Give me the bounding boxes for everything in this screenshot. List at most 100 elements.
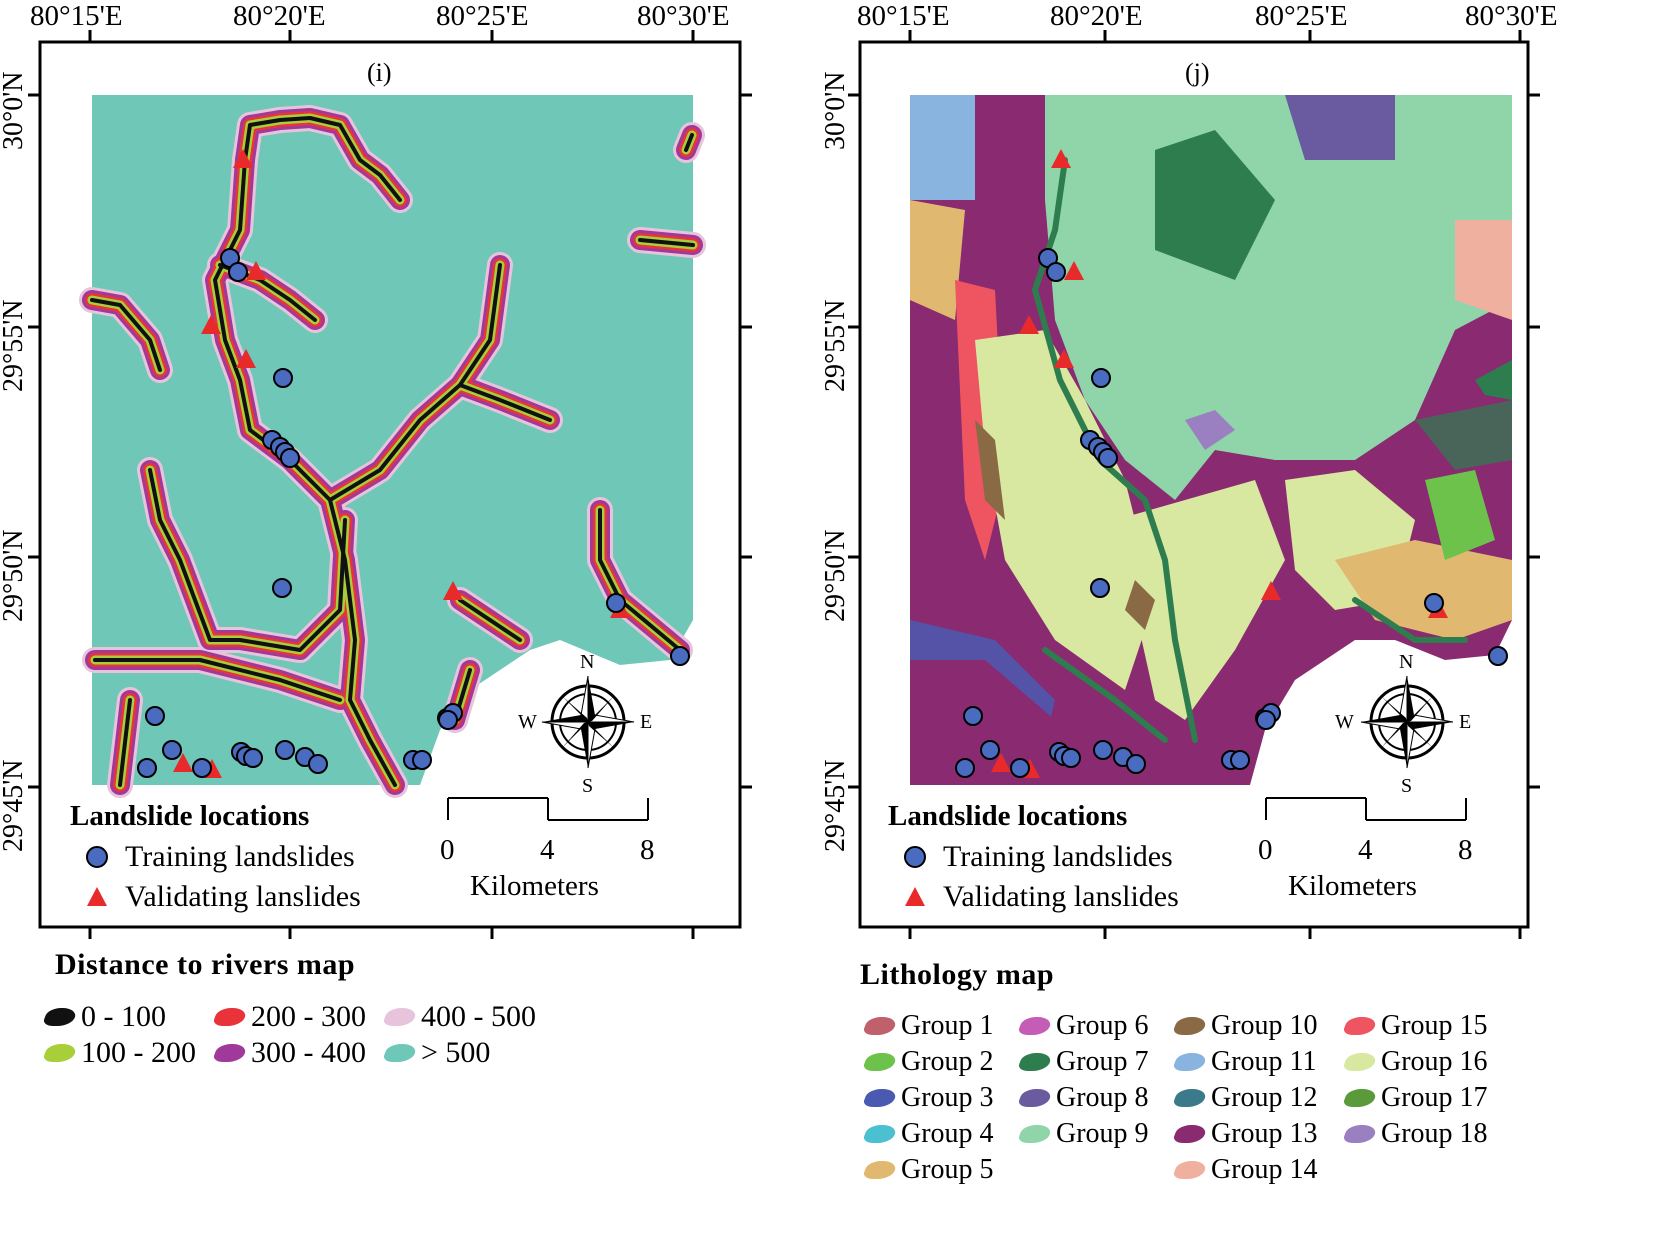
- class-swatch-icon: [381, 1008, 419, 1026]
- class-label: 200 - 300: [251, 1000, 366, 1033]
- validating-landslide-marker: [173, 753, 193, 772]
- validating-landslide-marker: [201, 315, 221, 334]
- validating-landslide-marker: [1054, 349, 1074, 368]
- class-label: 100 - 200: [81, 1036, 196, 1069]
- compass-n: N: [580, 651, 595, 673]
- training-landslide-marker: [1126, 754, 1146, 774]
- group-swatch-icon: [861, 1017, 899, 1035]
- group-label: Group 4: [901, 1118, 994, 1149]
- training-landslide-marker: [412, 750, 432, 770]
- training-landslide-marker: [1098, 448, 1118, 468]
- scale-bar: [447, 797, 649, 821]
- distance-class-item: 100 - 200: [41, 1036, 196, 1070]
- group-label: Group 15: [1381, 1010, 1488, 1041]
- compass-s: S: [1401, 775, 1413, 797]
- training-landslide-icon: [904, 846, 926, 868]
- distance-to-rivers-panel: 80°15'E 80°20'E 80°25'E 80°30'E 30°0'N 2…: [0, 0, 800, 1259]
- group-label: Group 1: [901, 1010, 994, 1041]
- validating-landslide-marker: [233, 149, 253, 168]
- right-map-figure: [848, 30, 1540, 939]
- group-label: Group 13: [1211, 1118, 1318, 1149]
- distance-class-item: 200 - 300: [211, 1000, 366, 1034]
- group-swatch-icon: [1171, 1089, 1209, 1107]
- distance-class-item: > 500: [381, 1036, 491, 1070]
- class-label: 0 - 100: [81, 1000, 166, 1033]
- panel-label: (i): [367, 58, 392, 87]
- training-landslide-marker: [1424, 593, 1444, 613]
- group-swatch-icon: [1171, 1017, 1209, 1035]
- training-landslide-marker: [606, 593, 626, 613]
- x-tick-label: 80°15'E: [857, 0, 950, 32]
- class-label: 400 - 500: [421, 1000, 536, 1033]
- x-tick-label: 80°25'E: [436, 0, 529, 32]
- y-tick-label: 29°45'N: [820, 759, 851, 852]
- group-label: Group 6: [1056, 1010, 1149, 1041]
- group-label: Group 12: [1211, 1082, 1318, 1113]
- compass-e: E: [1459, 711, 1472, 733]
- training-landslide-marker: [1488, 646, 1508, 666]
- legend-validating: Validating lanslides: [85, 880, 361, 914]
- training-landslide-marker: [438, 710, 458, 730]
- lithology-group-item: Group 9: [1016, 1118, 1149, 1150]
- group-swatch-icon: [1341, 1125, 1379, 1143]
- river-buffer: [458, 598, 522, 642]
- training-landslide-marker: [137, 758, 157, 778]
- training-landslide-marker: [1093, 740, 1113, 760]
- training-landslide-marker: [980, 740, 1000, 760]
- class-label: > 500: [421, 1036, 491, 1069]
- scale-label: 0: [1258, 834, 1273, 866]
- compass-rose-icon: [1360, 675, 1454, 769]
- legend-title: Landslide locations: [888, 800, 1128, 832]
- scale-label: 8: [640, 834, 655, 866]
- y-tick-label: 29°55'N: [820, 299, 851, 392]
- river-buffer: [243, 116, 402, 202]
- group-label: Group 5: [901, 1154, 994, 1185]
- lithology-group-item: Group 10: [1171, 1010, 1318, 1042]
- x-tick-label: 80°30'E: [637, 0, 730, 32]
- compass-e: E: [640, 711, 653, 733]
- training-landslide-marker: [1230, 750, 1250, 770]
- validating-landslide-icon: [905, 887, 925, 906]
- river-buffer: [118, 698, 132, 787]
- y-tick-label: 30°0'N: [820, 71, 851, 150]
- map-title: Distance to rivers map: [55, 948, 356, 981]
- class-swatch-icon: [41, 1008, 79, 1026]
- group-label: Group 17: [1381, 1082, 1488, 1113]
- group-swatch-icon: [1016, 1089, 1054, 1107]
- group-swatch-icon: [861, 1053, 899, 1071]
- training-landslide-marker: [1061, 748, 1081, 768]
- legend-title: Landslide locations: [70, 800, 310, 832]
- scale-label: 0: [440, 834, 455, 866]
- compass-w: W: [518, 711, 537, 733]
- lithology-group-item: Group 2: [861, 1046, 994, 1078]
- legend-training: Training landslides: [903, 840, 1173, 874]
- group-swatch-icon: [1171, 1161, 1209, 1179]
- right-map-frame: [858, 40, 1530, 929]
- group-label: Group 8: [1056, 1082, 1149, 1113]
- lithology-group-item: Group 6: [1016, 1010, 1149, 1042]
- validating-landslide-icon: [87, 887, 107, 906]
- training-landslide-marker: [145, 706, 165, 726]
- distance-class-item: 0 - 100: [41, 1000, 166, 1034]
- class-label: 300 - 400: [251, 1036, 366, 1069]
- lithology-group-item: Group 15: [1341, 1010, 1488, 1042]
- validating-landslide-marker: [991, 753, 1011, 772]
- class-swatch-icon: [211, 1044, 249, 1062]
- left-map-frame: [38, 40, 742, 929]
- river-buffer: [93, 658, 342, 702]
- class-swatch-icon: [211, 1008, 249, 1026]
- group-label: Group 2: [901, 1046, 994, 1077]
- scale-unit: Kilometers: [470, 870, 599, 902]
- training-landslide-marker: [963, 706, 983, 726]
- y-tick-label: 29°50'N: [820, 529, 851, 622]
- lithology-group-item: Group 16: [1341, 1046, 1488, 1078]
- training-landslide-marker: [273, 368, 293, 388]
- lithology-group-item: Group 13: [1171, 1118, 1318, 1150]
- x-tick-label: 80°15'E: [30, 0, 123, 32]
- river-buffer: [638, 238, 695, 247]
- scale-label: 8: [1458, 834, 1473, 866]
- lithology-group-item: Group 4: [861, 1118, 994, 1150]
- compass-n: N: [1399, 651, 1414, 673]
- left-landslide-markers: [137, 149, 690, 778]
- group-label: Group 11: [1211, 1046, 1317, 1077]
